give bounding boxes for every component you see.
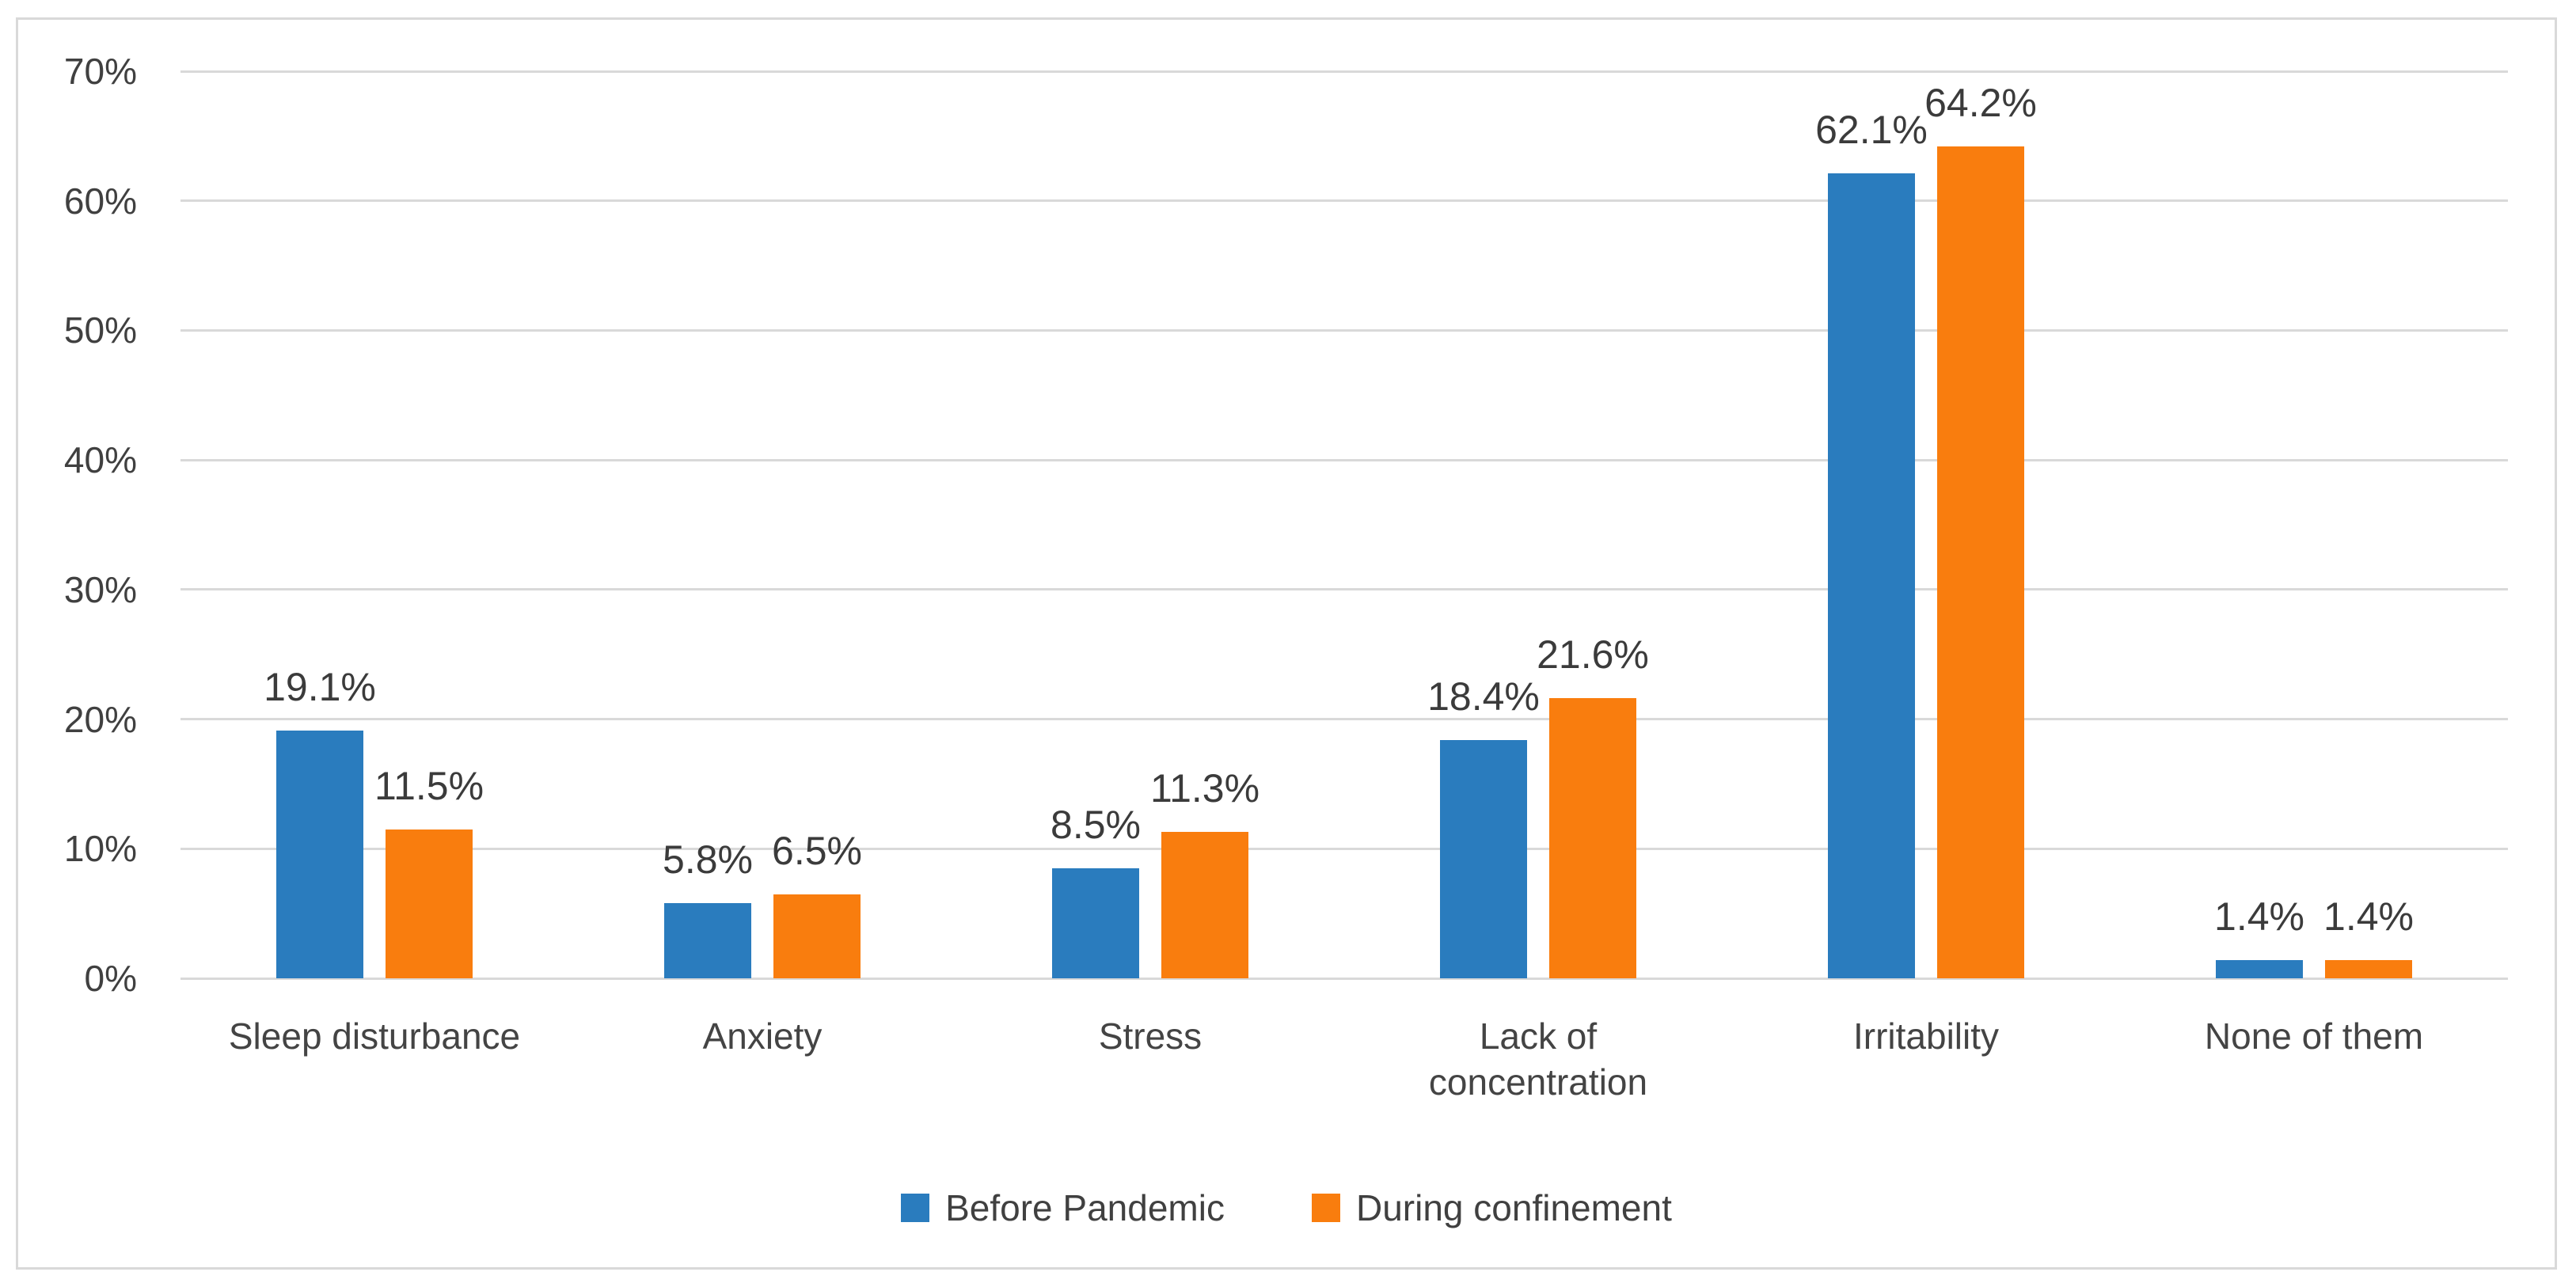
- category-label: Sleep disturbance: [228, 1016, 521, 1057]
- bar-value-label: 21.6%: [1537, 632, 1649, 678]
- legend-label: During confinement: [1355, 1187, 1672, 1228]
- legend-marker-before-pandemic-icon: [901, 1194, 930, 1222]
- category-column: 1.4% 1.4%: [2120, 71, 2508, 978]
- bar-during-confinement: 21.6%: [1537, 632, 1649, 978]
- gridline: [180, 328, 2508, 332]
- category-column: 19.1% 11.5%: [180, 71, 568, 978]
- bar-before-pandemic: 8.5%: [1051, 803, 1141, 978]
- bar-value-label: 64.2%: [1924, 80, 2037, 125]
- gridline: [180, 718, 2508, 721]
- y-axis-tick-label: 20%: [63, 698, 137, 740]
- bar-before-pandemic: 18.4%: [1427, 674, 1540, 978]
- bar-value-label: 1.4%: [2323, 894, 2414, 940]
- bar-before-pandemic: 1.4%: [2214, 894, 2304, 978]
- y-axis-tick-label: 60%: [63, 180, 137, 222]
- y-axis-tick-label: 50%: [63, 309, 137, 351]
- category-label: Stress: [1098, 1016, 1203, 1057]
- y-axis-tick-label: 70%: [63, 51, 137, 92]
- category-column: 18.4% 21.6%: [1344, 71, 1732, 978]
- bar-value-label: 19.1%: [264, 665, 376, 710]
- chart-frame: 0% 10% 20% 30% 40% 50% 60% 70% 19.1% 11.5% 5.8% 6.…: [16, 17, 2557, 1270]
- category-column: 8.5% 11.3%: [956, 71, 1344, 978]
- bar-during-confinement: 11.3%: [1150, 766, 1260, 978]
- legend-item-before-pandemic: Before Pandemic: [901, 1186, 1225, 1229]
- y-axis-tick-label: 10%: [63, 828, 137, 870]
- bar-before-pandemic: 5.8%: [663, 837, 753, 978]
- legend: Before Pandemic During confinement: [18, 1180, 2555, 1236]
- bar-value-label: 62.1%: [1815, 108, 1928, 153]
- bar-value-label: 1.4%: [2214, 894, 2304, 940]
- gridline: [180, 70, 2508, 73]
- y-axis-tick-label: 30%: [63, 568, 137, 610]
- gridline: [180, 847, 2508, 850]
- gridline: [180, 977, 2508, 980]
- bar-columns: 19.1% 11.5% 5.8% 6.5% 8.5% 11.3% 18.4% 21.6% 62.…: [180, 71, 2508, 978]
- bar-value-label: 6.5%: [772, 828, 862, 873]
- x-axis-category-labels: Sleep disturbance Anxiety Stress Lack of co…: [180, 1013, 2508, 1105]
- bar-during-confinement: 1.4%: [2323, 894, 2414, 978]
- bar-value-label: 11.3%: [1149, 766, 1260, 811]
- bar-during-confinement: 64.2%: [1924, 81, 2037, 978]
- category-label: Anxiety: [702, 1016, 823, 1057]
- plot-area: 19.1% 11.5% 5.8% 6.5% 8.5% 11.3% 18.4% 21.6% 62.…: [180, 70, 2508, 980]
- category-label: None of them: [2204, 1016, 2424, 1057]
- category-label: Irritability: [1852, 1016, 2000, 1057]
- bar-during-confinement: 6.5%: [772, 829, 862, 978]
- category-label: Lack of concentration: [1428, 1016, 1648, 1103]
- bar-before-pandemic: 19.1%: [264, 665, 376, 978]
- legend-item-during-confinement: During confinement: [1311, 1186, 1672, 1229]
- bar-during-confinement: 11.5%: [374, 764, 484, 978]
- y-axis-tick-label: 40%: [63, 439, 137, 481]
- bar-value-label: 18.4%: [1427, 674, 1540, 719]
- legend-label: Before Pandemic: [945, 1187, 1225, 1228]
- bar-value-label: 5.8%: [663, 837, 753, 883]
- category-column: 62.1% 64.2%: [1732, 71, 2120, 978]
- bar-value-label: 11.5%: [374, 763, 484, 808]
- bar-before-pandemic: 62.1%: [1815, 108, 1928, 978]
- category-column: 5.8% 6.5%: [568, 71, 956, 978]
- gridline: [180, 588, 2508, 591]
- gridline: [180, 199, 2508, 203]
- gridline: [180, 458, 2508, 461]
- y-axis-tick-label: 0%: [84, 958, 137, 999]
- bar-value-label: 8.5%: [1051, 802, 1141, 847]
- legend-marker-during-confinement-icon: [1311, 1194, 1340, 1222]
- y-axis: 0% 10% 20% 30% 40% 50% 60% 70%: [18, 51, 137, 999]
